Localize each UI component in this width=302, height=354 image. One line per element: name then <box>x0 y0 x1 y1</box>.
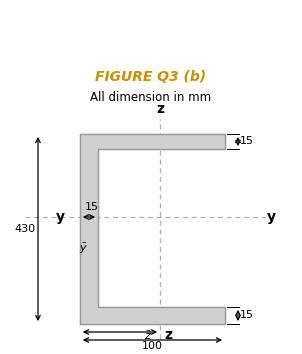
Text: 15: 15 <box>85 202 99 212</box>
Text: y: y <box>267 210 276 224</box>
Text: z: z <box>164 328 172 342</box>
Text: $\bar{z}$: $\bar{z}$ <box>144 330 152 342</box>
Text: z: z <box>156 102 164 116</box>
Text: $\bar{y}$: $\bar{y}$ <box>79 242 88 256</box>
Polygon shape <box>80 134 225 324</box>
Text: All dimension in mm: All dimension in mm <box>90 91 212 104</box>
Text: 15: 15 <box>240 137 254 147</box>
Text: 15: 15 <box>240 310 254 320</box>
Text: y: y <box>56 210 65 224</box>
Text: FIGURE Q3 (b): FIGURE Q3 (b) <box>95 70 207 84</box>
Text: 430: 430 <box>15 224 36 234</box>
Text: 100: 100 <box>142 341 163 351</box>
